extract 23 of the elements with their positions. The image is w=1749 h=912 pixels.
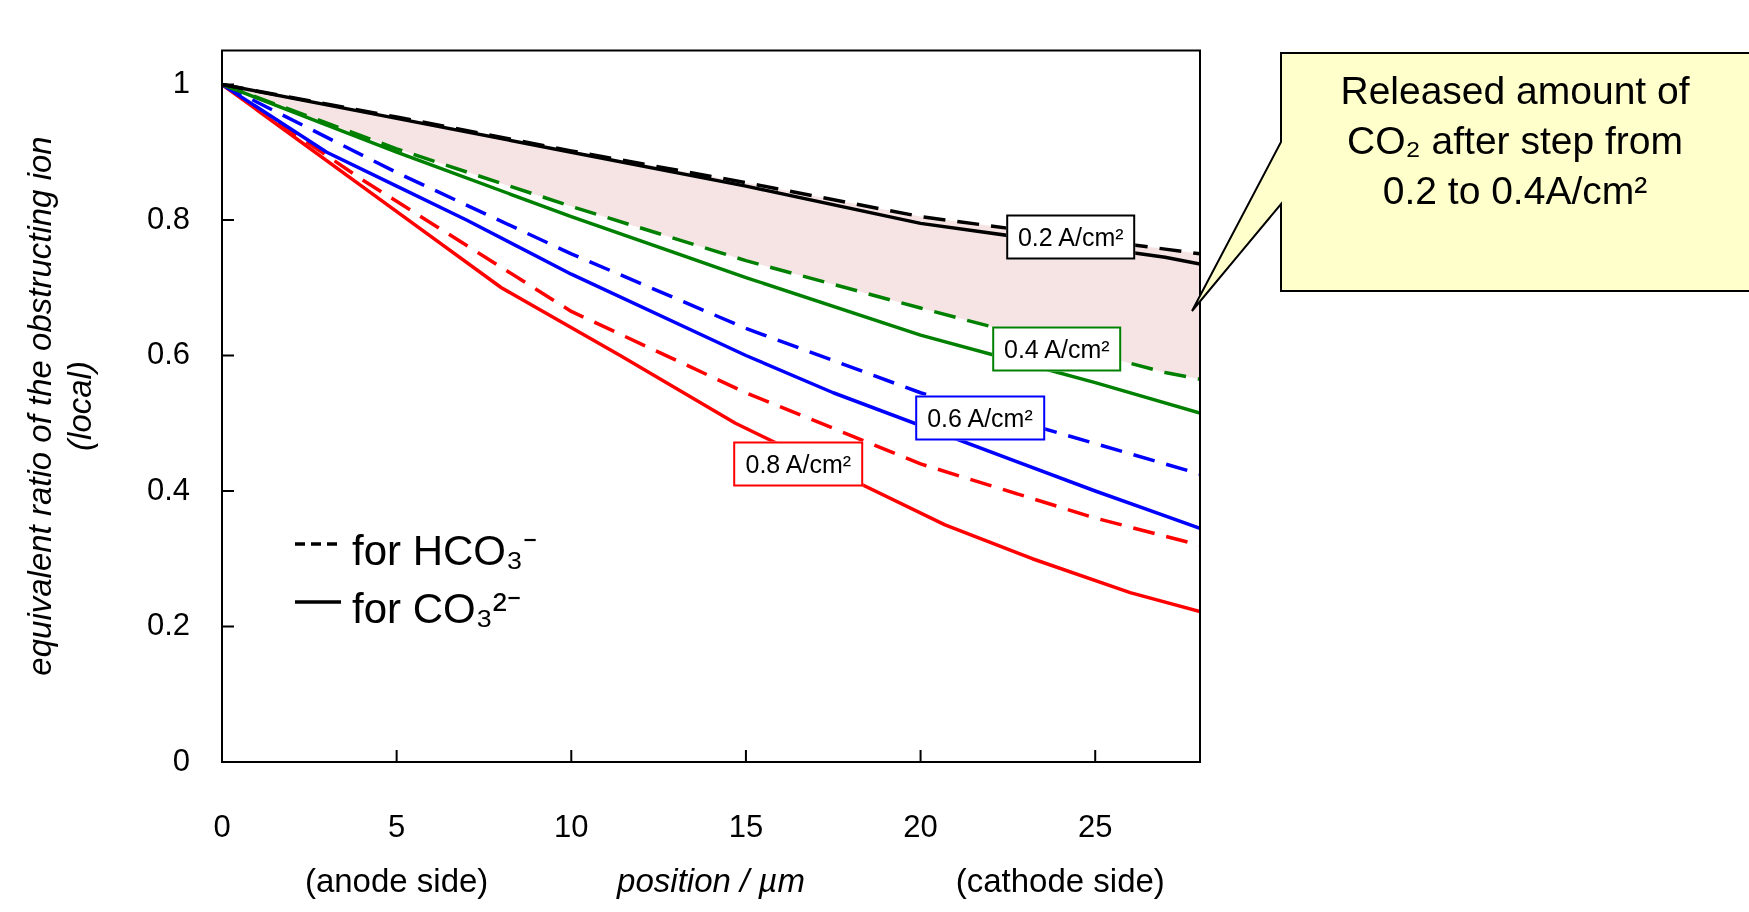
- speech-bubble: Released amount of CO₂ after step from 0.2 to 0.4A/cm²: [1188, 52, 1749, 314]
- x-tick-label: 25: [1077, 809, 1113, 845]
- y-tick-label: 0.8: [146, 200, 190, 236]
- x-tick-label: 0: [213, 809, 231, 845]
- x-axis-title: position / µm: [617, 862, 805, 900]
- annotation: for HCO₃⁻: [352, 526, 538, 576]
- y-axis-title: equivalent ratio of the obstructing ion (local): [20, 135, 99, 678]
- annotation: 0.8 A/cm²: [733, 441, 864, 487]
- y-tick-label: 0.2: [146, 607, 190, 643]
- text: (cathode side): [955, 862, 1165, 900]
- y-tick-label: 1: [172, 65, 190, 101]
- y-tick-label: 0: [172, 742, 190, 778]
- annotation: 0.4 A/cm²: [991, 326, 1122, 372]
- text: (anode side): [304, 862, 489, 900]
- x-tick-label: 5: [388, 809, 406, 845]
- annotation: 0.6 A/cm²: [915, 395, 1045, 441]
- x-tick-label: 20: [903, 809, 938, 845]
- annotation: for CO₃²⁻: [352, 584, 521, 634]
- y-tick-label: 0.4: [146, 471, 190, 507]
- y-tick-label: 0.6: [146, 336, 190, 372]
- x-tick-label: 10: [554, 809, 589, 845]
- annotation: 0.2 A/cm²: [1005, 214, 1136, 260]
- x-tick-label: 15: [728, 809, 764, 845]
